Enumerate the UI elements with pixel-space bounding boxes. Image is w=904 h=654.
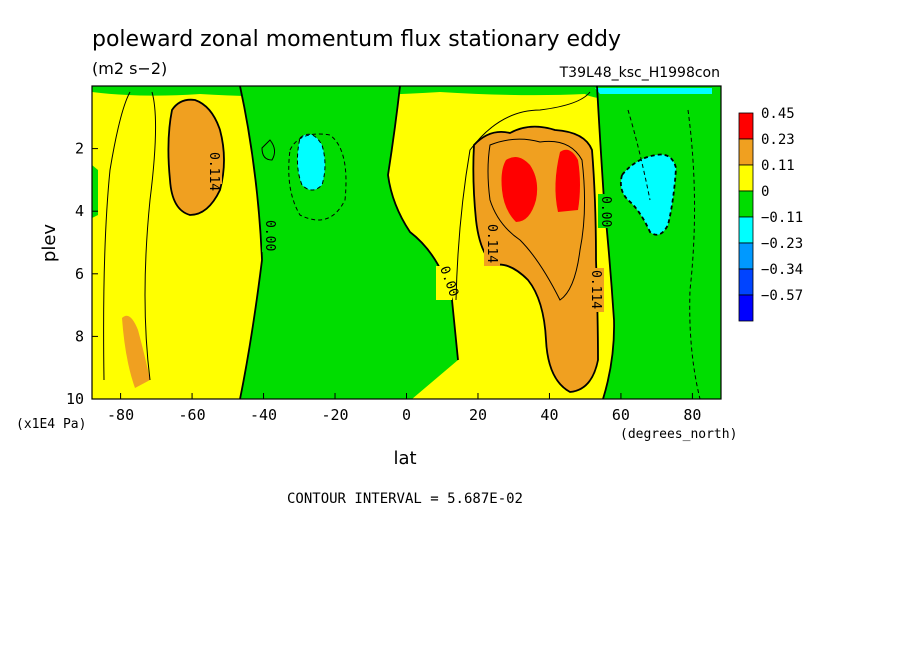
legend-label: 0.11 (761, 158, 795, 174)
legend-label: 0.45 (761, 106, 795, 122)
run-label: T39L48_ksc_H1998con (559, 65, 720, 81)
shaded-field (92, 86, 721, 399)
x-axis: -80 -60 -40 -20 0 20 40 60 80 (107, 393, 701, 424)
y-tick-label: 2 (75, 140, 84, 158)
contour-label: 0.00 (598, 196, 613, 227)
legend-swatch (738, 138, 754, 166)
y-tick-label: 8 (75, 327, 84, 345)
legend-swatch (738, 268, 754, 296)
contour-line (261, 139, 276, 161)
contour-line-negative (687, 109, 701, 399)
contour-line (144, 91, 157, 381)
legend-swatch (738, 242, 754, 270)
contour-interval: CONTOUR INTERVAL = 5.687E-02 (287, 491, 523, 507)
contour-label: 0.00 (262, 220, 277, 251)
contour-line (455, 91, 591, 301)
legend-label: 0 (761, 184, 769, 200)
contour-line (487, 138, 586, 301)
region-green-patch-3 (92, 165, 98, 218)
legend-swatch (738, 112, 754, 140)
region-max-nh-jet-1 (501, 156, 538, 222)
chart-units: (m2 s−2) (92, 59, 167, 78)
contour-label-bg (262, 218, 278, 252)
y-axis: 2 4 6 8 10 (66, 140, 98, 408)
contour-line-negative (296, 133, 326, 191)
legend-label: −0.23 (761, 236, 803, 252)
region-green-patch-2 (437, 318, 448, 360)
x-tick-label: -60 (179, 406, 206, 424)
region-top-negative-speckle (595, 88, 712, 94)
x-tick-label: 40 (540, 406, 558, 424)
legend-label: −0.34 (761, 262, 803, 278)
contour-label: 0.114 (588, 270, 603, 309)
contour-label-bg (436, 266, 452, 300)
y-axis-label: plev (39, 224, 60, 263)
contour-labels: 0.114 0.00 0.00 0.114 0.00 0.114 (206, 150, 614, 312)
region-negative-sh-midlat (240, 86, 458, 399)
region-negative-nh-high-lat (597, 86, 721, 399)
region-negative-sh-core (297, 134, 325, 190)
x-tick-label: -80 (107, 406, 134, 424)
region-max-sh-jet (168, 99, 224, 215)
contour-line-negative (627, 109, 651, 201)
x-tick-label: -40 (250, 406, 277, 424)
region-green-patch-1 (356, 290, 368, 360)
x-tick-label: 0 (402, 406, 411, 424)
region-top-strip (92, 86, 721, 102)
x-tick-label: -20 (321, 406, 348, 424)
colorbar-legend: 0.45 0.23 0.11 0 −0.11 −0.23 −0.34 −0.57 (738, 106, 803, 322)
x-tick-label: 20 (469, 406, 487, 424)
y-tick-label: 4 (75, 202, 84, 220)
legend-label: 0.23 (761, 132, 795, 148)
legend-swatch (738, 164, 754, 192)
x-tick-label: 60 (612, 406, 630, 424)
x-axis-units: (degrees_north) (620, 427, 737, 442)
legend-swatch (738, 190, 754, 218)
contour-label: 0.114 (206, 152, 221, 191)
contour-line-negative (288, 133, 347, 221)
legend-swatch (738, 216, 754, 244)
contour-label-bg (484, 222, 500, 266)
legend-label: −0.57 (761, 288, 803, 304)
contour-line-0-114 (167, 98, 225, 216)
contour-label-bg (206, 150, 222, 184)
contour-line (103, 91, 131, 381)
region-max-nh-jet-2 (555, 149, 580, 212)
x-tick-label: 80 (683, 406, 701, 424)
plot-area: 0.114 0.00 0.00 0.114 0.00 0.114 (91, 85, 722, 400)
y-tick-label: 10 (66, 390, 84, 408)
contour-label: 0.114 (484, 224, 499, 263)
contour-line-zero (239, 86, 263, 399)
contour-line-zero (596, 86, 615, 399)
contour-label-bg (598, 194, 614, 228)
y-tick-label: 6 (75, 265, 84, 283)
region-sh-orange-low (122, 315, 150, 388)
chart-title: poleward zonal momentum flux stationary … (92, 27, 621, 52)
legend-label: −0.11 (761, 210, 803, 226)
x-axis-label: lat (393, 448, 416, 469)
y-axis-units: (x1E4 Pa) (16, 417, 86, 432)
legend-swatch (738, 294, 754, 322)
contour-label-bg (588, 268, 604, 312)
